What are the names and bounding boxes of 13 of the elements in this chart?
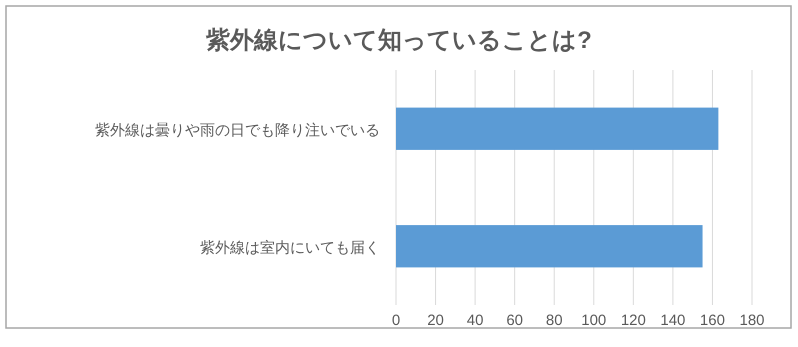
chart-title: 紫外線について知っていることは?	[205, 27, 592, 54]
x-tick-label: 100	[581, 312, 606, 329]
x-tick-label: 60	[506, 312, 524, 329]
y-tick-label: 紫外線は曇りや雨の日でも降り注いでいる	[95, 122, 380, 139]
x-tick-label: 40	[466, 312, 484, 329]
x-tick-label: 160	[700, 312, 725, 329]
x-tick-label: 180	[739, 312, 765, 329]
x-tick-label: 0	[392, 312, 400, 329]
x-tick-label: 120	[620, 312, 646, 329]
y-tick-label: 紫外線は室内にいても届く	[200, 239, 380, 256]
x-tick-label: 80	[546, 312, 563, 329]
x-tick-label: 20	[427, 312, 444, 329]
x-tick-label: 140	[660, 312, 686, 329]
